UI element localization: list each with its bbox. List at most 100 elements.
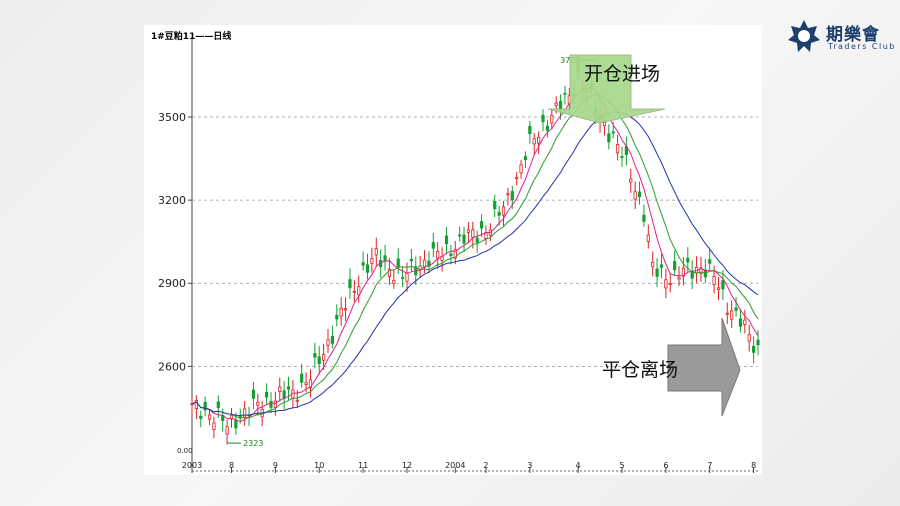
x-tick-label: 2004 <box>445 461 465 470</box>
y-tick-label: 2900 <box>158 277 186 290</box>
candle-body <box>637 191 642 198</box>
exit-annotation-label: 平仓离场 <box>602 359 678 381</box>
candle-body <box>537 136 541 144</box>
candle-body <box>607 133 611 143</box>
candle-body <box>401 277 405 279</box>
x-tick-label: 12 <box>402 461 412 470</box>
volume-label: 0.00 <box>177 447 193 455</box>
candle-body <box>361 262 365 266</box>
x-tick-label: 5 <box>619 461 624 470</box>
candle-body <box>212 422 216 430</box>
candle-body <box>668 283 672 285</box>
candle-body <box>322 354 326 361</box>
candle-body <box>471 229 475 238</box>
logo-name: 期樂會 <box>826 25 880 45</box>
candle-body <box>541 114 545 123</box>
candle-body <box>642 214 646 222</box>
candle-body <box>655 268 659 277</box>
x-tick-label: 11 <box>358 461 368 470</box>
candle-body <box>422 259 427 268</box>
candle-body <box>282 390 286 399</box>
candle-body <box>365 264 370 273</box>
moving-average-line <box>191 94 759 419</box>
candle-body <box>286 386 291 390</box>
candle-body <box>453 249 457 259</box>
candle-body <box>677 276 681 280</box>
candle-body <box>532 138 536 145</box>
x-tick-label: 9 <box>273 461 278 470</box>
candle-body <box>436 250 440 259</box>
candle-body <box>550 115 554 124</box>
candle-body <box>273 400 277 408</box>
candle-body <box>203 401 207 411</box>
candle-body <box>554 102 558 106</box>
moving-average-line <box>191 86 759 423</box>
candle-body <box>493 201 497 210</box>
candle-body <box>335 314 339 320</box>
y-tick-label: 2600 <box>158 360 186 373</box>
candle-body <box>343 308 348 311</box>
candle-body <box>326 339 330 346</box>
candle-body <box>475 237 479 243</box>
candle-body <box>466 229 471 233</box>
candle-body <box>278 386 282 392</box>
candle-body <box>348 279 352 289</box>
candle-body <box>300 373 304 383</box>
candle-body <box>738 318 743 327</box>
candle-body <box>444 235 449 245</box>
candle-body <box>712 276 716 285</box>
candle-body <box>497 211 501 216</box>
candle-body <box>458 234 462 237</box>
candle-body <box>563 92 567 95</box>
candle-body <box>611 131 615 134</box>
candle-body <box>251 389 256 399</box>
candle-body <box>558 101 563 111</box>
candle-body <box>664 279 668 289</box>
candle-body <box>199 415 203 419</box>
x-tick-label: 3 <box>527 461 532 470</box>
candle-body <box>646 234 650 242</box>
candle-body <box>743 319 747 325</box>
candle-body <box>269 400 273 408</box>
candle-body <box>747 334 751 342</box>
candle-body <box>734 307 738 311</box>
candle-body <box>462 234 466 244</box>
candle-body <box>207 414 212 420</box>
candle-body <box>304 382 308 385</box>
candle-body <box>339 307 343 317</box>
candle-body <box>620 156 624 158</box>
candle-body <box>256 401 260 406</box>
candle-body <box>405 272 409 282</box>
candle-body <box>501 206 506 216</box>
y-tick-label: 3500 <box>158 111 186 124</box>
candle-body <box>352 290 356 293</box>
x-tick-label: 8 <box>751 461 756 470</box>
candle-body <box>699 267 703 274</box>
candle-body <box>427 260 431 267</box>
candle-body <box>716 287 721 290</box>
candle-body <box>673 261 677 271</box>
candle-body <box>752 345 756 353</box>
candle-body <box>730 310 734 320</box>
candle-body <box>515 176 519 179</box>
candle-body <box>317 356 321 365</box>
candle-body <box>708 259 712 264</box>
candle-body <box>330 335 335 344</box>
candle-body <box>383 255 387 261</box>
candle-body <box>357 286 361 296</box>
candle-body <box>523 156 528 161</box>
candle-body <box>392 280 396 284</box>
candle-body <box>295 399 299 402</box>
candle-body <box>396 258 400 268</box>
moving-average-line <box>191 111 759 417</box>
candle-body <box>387 268 392 278</box>
brand-logo: 期樂會 Traders Club <box>786 18 896 58</box>
candle-body <box>506 193 510 196</box>
candle-body <box>409 258 413 262</box>
entry-annotation-label: 开仓进场 <box>584 63 660 85</box>
candle-body <box>225 426 229 435</box>
candle-body <box>721 280 725 290</box>
x-tick-label: 8 <box>229 461 234 470</box>
candle-body <box>528 125 532 134</box>
